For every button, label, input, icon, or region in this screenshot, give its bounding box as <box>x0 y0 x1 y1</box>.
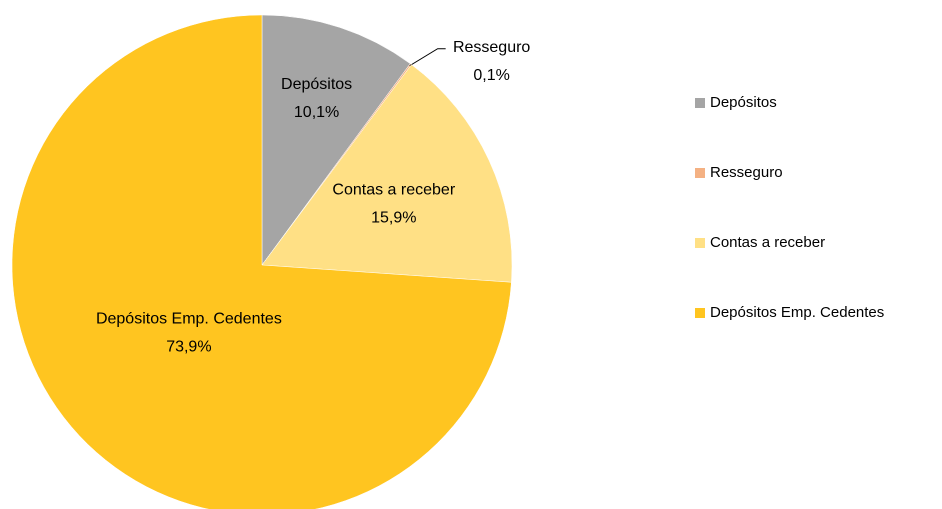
legend-label: Resseguro <box>710 164 783 181</box>
data-label-name: Depósitos <box>281 76 352 93</box>
data-label-value: 73,9% <box>166 338 211 355</box>
data-label-name: Contas a receber <box>332 182 455 199</box>
pie-slice <box>11 14 512 509</box>
pie-slice <box>261 14 411 266</box>
legend-swatch <box>695 238 705 248</box>
legend-swatch <box>695 308 705 318</box>
data-label-value: 10,1% <box>294 104 339 121</box>
pie-slice <box>261 64 513 283</box>
legend-label: Depósitos <box>710 94 777 111</box>
legend-label: Depósitos Emp. Cedentes <box>710 304 884 321</box>
legend-swatch <box>695 168 705 178</box>
data-label-name: Depósitos Emp. Cedentes <box>96 310 282 327</box>
legend-label: Contas a receber <box>710 234 825 251</box>
legend-swatch <box>695 98 705 108</box>
data-label-value: 15,9% <box>371 210 416 227</box>
data-label-name: Resseguro <box>453 39 530 56</box>
leader-line <box>409 48 446 67</box>
data-label-value: 0,1% <box>473 67 509 84</box>
